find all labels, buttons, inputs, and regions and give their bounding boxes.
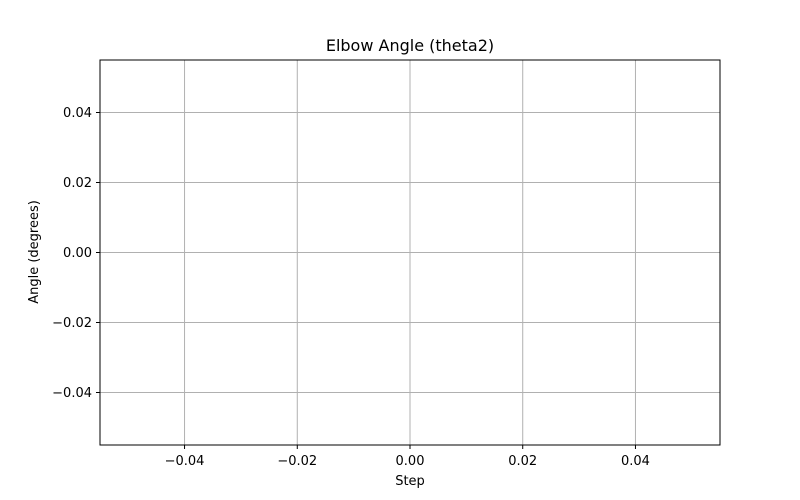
y-tick-label: 0.02 [63, 176, 92, 191]
chart-title: Elbow Angle (theta2) [326, 36, 494, 55]
y-tick-label: 0.00 [63, 246, 92, 261]
x-tick-label: −0.02 [277, 454, 317, 469]
x-axis-label: Step [395, 474, 425, 489]
grid-layer [100, 60, 720, 445]
x-tick-label: 0.02 [508, 454, 537, 469]
x-tick-label: 0.04 [621, 454, 650, 469]
y-tick-label: −0.02 [52, 316, 92, 331]
y-axis-label: Angle (degrees) [27, 200, 42, 304]
x-tick-label: 0.00 [396, 454, 425, 469]
y-tick-label: −0.04 [52, 386, 92, 401]
x-tick-label: −0.04 [165, 454, 205, 469]
y-tick-label: 0.04 [63, 106, 92, 121]
ticks-layer: −0.04 −0.02 0.00 0.02 0.04 −0.04 −0.02 0.00 0.02… [52, 106, 650, 469]
